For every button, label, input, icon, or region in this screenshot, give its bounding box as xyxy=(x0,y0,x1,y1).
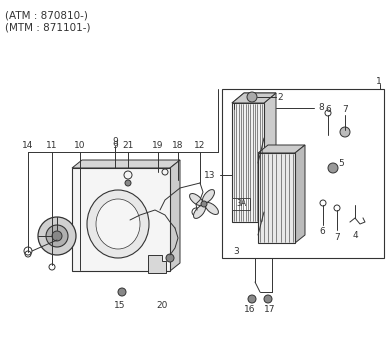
Polygon shape xyxy=(232,93,276,103)
Text: 20: 20 xyxy=(156,301,168,309)
Circle shape xyxy=(340,127,350,137)
Circle shape xyxy=(264,295,272,303)
Text: 12: 12 xyxy=(194,142,206,150)
Polygon shape xyxy=(148,255,166,273)
Text: 17: 17 xyxy=(264,306,276,314)
Bar xyxy=(232,198,250,210)
Ellipse shape xyxy=(87,190,149,258)
Polygon shape xyxy=(72,160,180,168)
Polygon shape xyxy=(232,93,276,103)
Circle shape xyxy=(118,288,126,296)
Circle shape xyxy=(125,180,131,186)
Ellipse shape xyxy=(96,199,140,249)
Text: 13: 13 xyxy=(203,171,215,179)
Polygon shape xyxy=(264,93,276,222)
Text: 16: 16 xyxy=(244,306,256,314)
Ellipse shape xyxy=(203,189,214,203)
Bar xyxy=(222,89,384,258)
Text: 8: 8 xyxy=(318,103,324,113)
Circle shape xyxy=(201,201,207,207)
Bar xyxy=(72,168,170,271)
Text: 7: 7 xyxy=(342,105,348,114)
Polygon shape xyxy=(258,145,305,153)
Text: 11: 11 xyxy=(46,142,58,150)
Text: 15: 15 xyxy=(114,301,126,309)
Text: 6: 6 xyxy=(325,105,331,114)
Text: 19: 19 xyxy=(152,142,164,150)
Text: 3A: 3A xyxy=(236,200,246,209)
Text: 3: 3 xyxy=(233,247,239,257)
Text: 4: 4 xyxy=(352,230,358,240)
Text: 9: 9 xyxy=(112,137,118,145)
Circle shape xyxy=(52,231,62,241)
Text: 6: 6 xyxy=(319,228,325,236)
Text: (MTM : 871101-): (MTM : 871101-) xyxy=(5,22,91,32)
Circle shape xyxy=(248,295,256,303)
Text: 21: 21 xyxy=(122,142,134,150)
Circle shape xyxy=(247,92,257,102)
Bar xyxy=(232,103,264,222)
Bar xyxy=(258,153,295,243)
Text: 10: 10 xyxy=(74,142,86,150)
Text: (ATM : 870810-): (ATM : 870810-) xyxy=(5,10,88,20)
Polygon shape xyxy=(295,145,305,243)
Polygon shape xyxy=(170,160,180,271)
Text: 7: 7 xyxy=(334,233,340,241)
Text: 18: 18 xyxy=(172,142,184,150)
Text: 5: 5 xyxy=(338,159,344,167)
Circle shape xyxy=(38,217,76,255)
Circle shape xyxy=(46,225,68,247)
Ellipse shape xyxy=(193,205,205,218)
Text: 14: 14 xyxy=(22,142,34,150)
Ellipse shape xyxy=(205,202,219,215)
Text: 2: 2 xyxy=(277,92,283,102)
Text: 9: 9 xyxy=(112,142,118,150)
Circle shape xyxy=(166,254,174,262)
Text: 1: 1 xyxy=(376,78,382,86)
Ellipse shape xyxy=(189,194,203,205)
Circle shape xyxy=(328,163,338,173)
